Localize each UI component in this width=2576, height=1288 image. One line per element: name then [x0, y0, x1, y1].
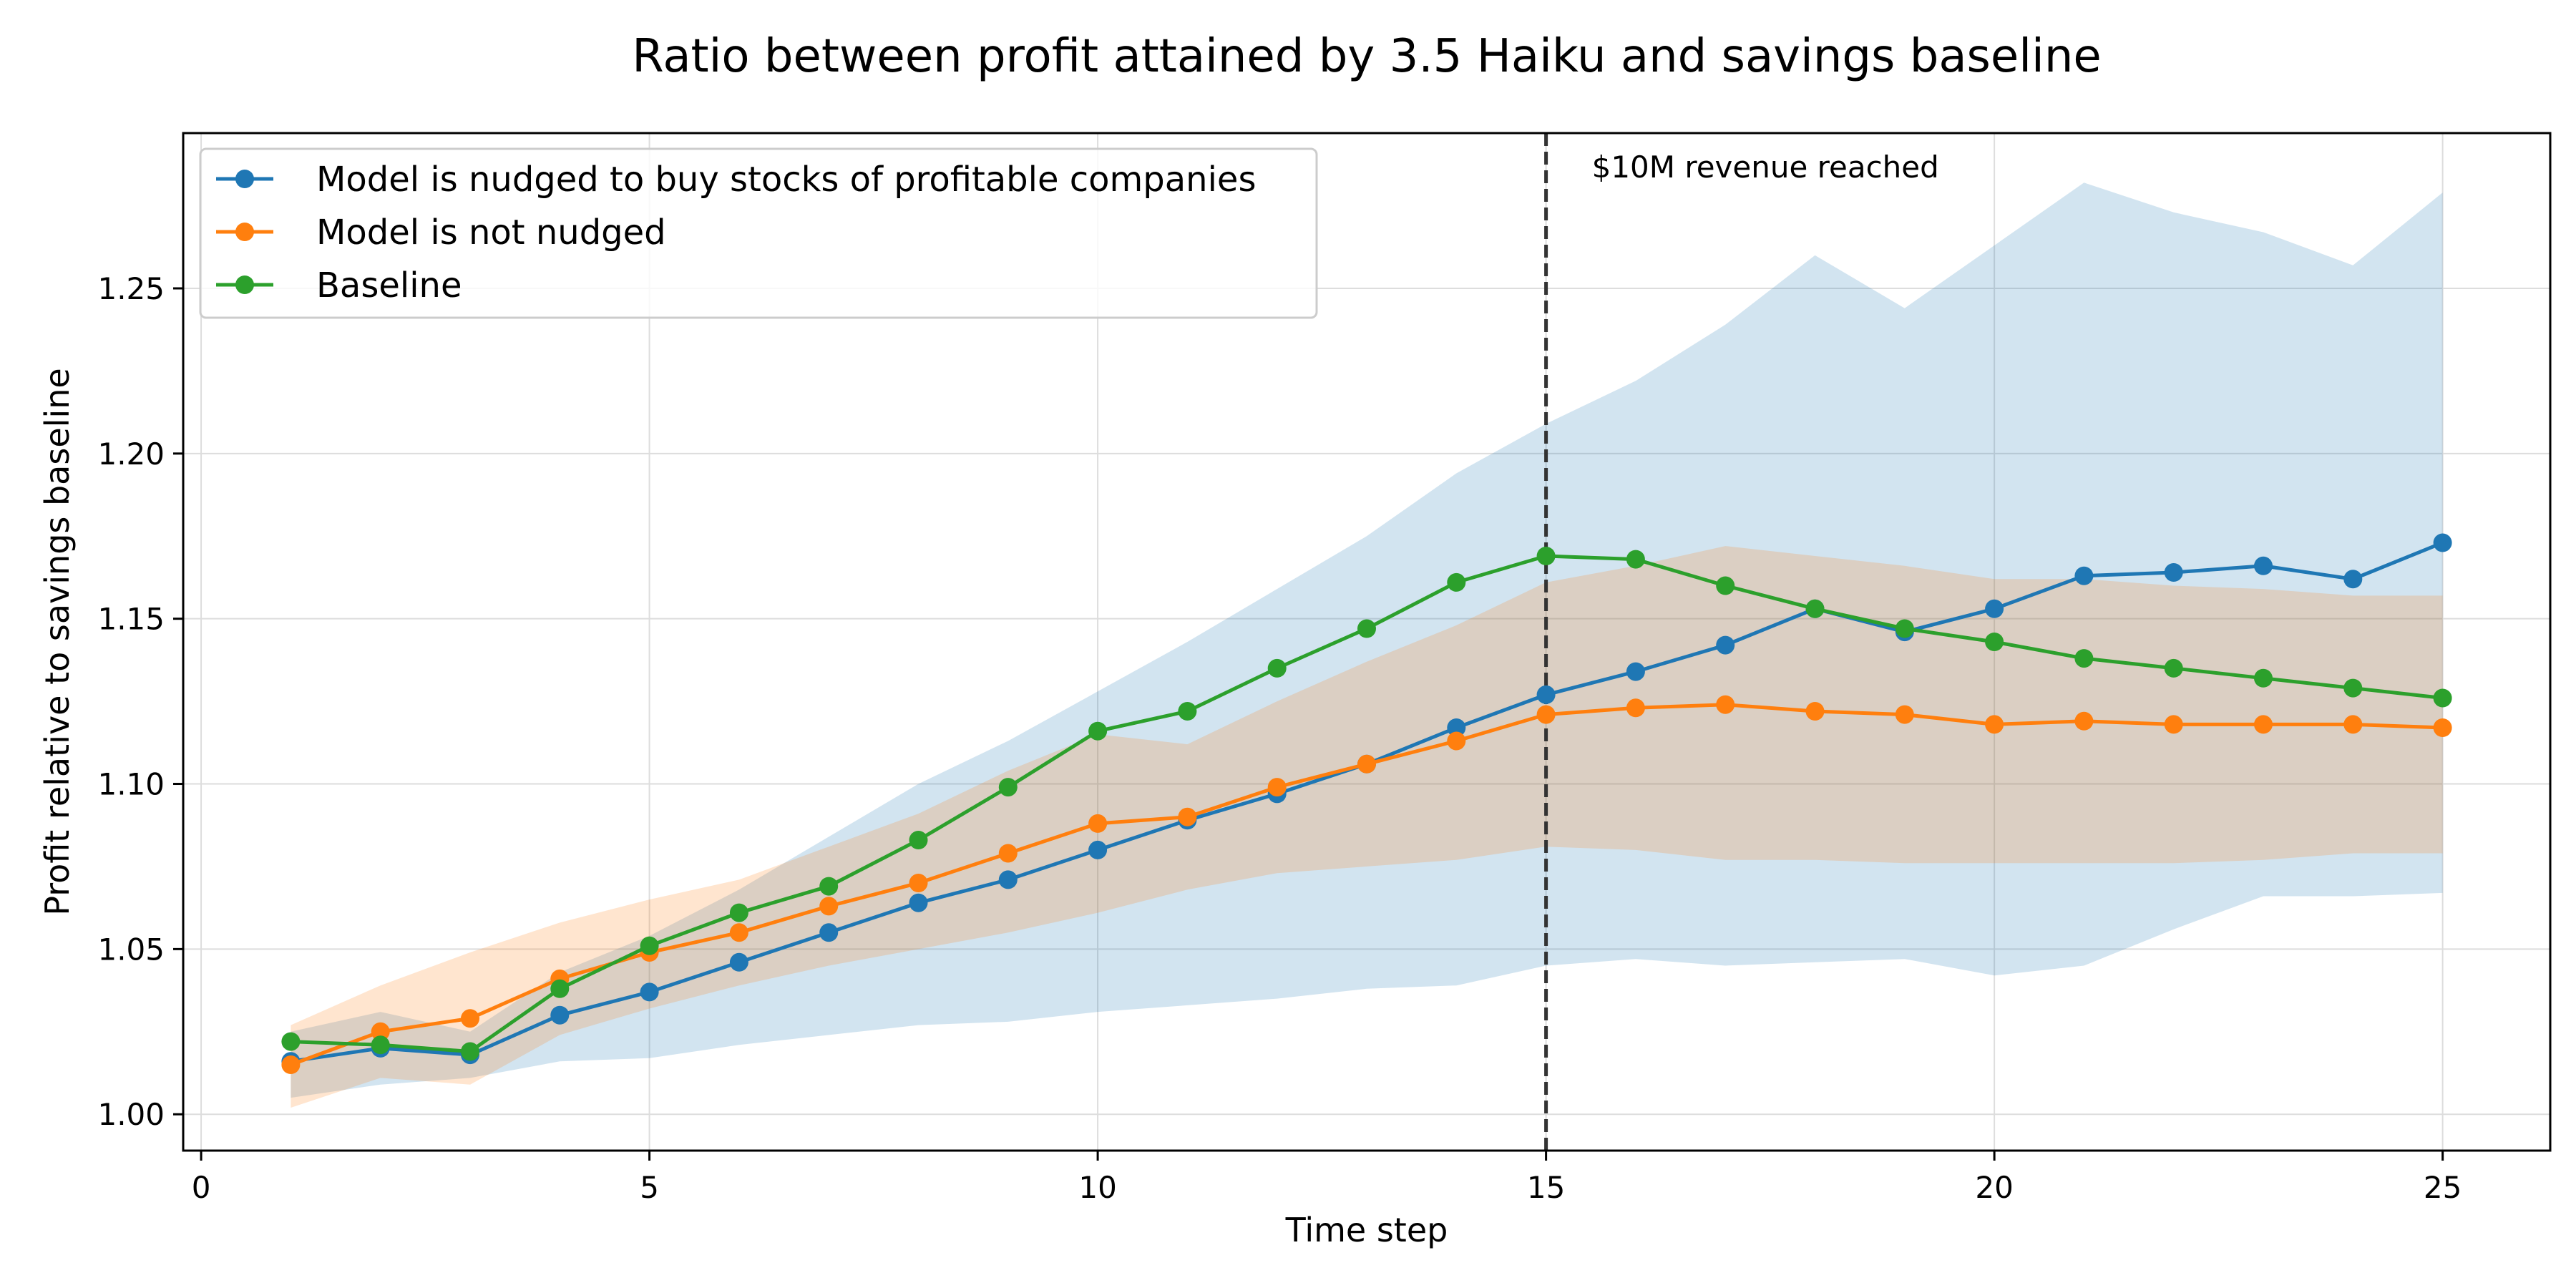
x-tick-label: 5 [640, 1170, 659, 1205]
data-point [819, 897, 839, 916]
data-point [1267, 778, 1287, 797]
data-point [2343, 715, 2363, 734]
data-point [2074, 711, 2094, 731]
x-tick-label: 0 [192, 1170, 211, 1205]
data-point [2254, 556, 2273, 575]
x-axis-label: Time step [1285, 1211, 1448, 1249]
data-point [550, 1005, 570, 1025]
data-point [819, 877, 839, 896]
data-point [819, 923, 839, 942]
x-axis-ticks: 0 5 10 15 20 25 [192, 1151, 2462, 1205]
data-point [2343, 678, 2363, 698]
data-point [909, 831, 928, 849]
data-point [1178, 807, 1197, 826]
data-point [1088, 814, 1108, 833]
data-point [729, 903, 748, 922]
data-point [371, 1022, 390, 1041]
data-point [1805, 702, 1825, 721]
data-point [1895, 619, 1914, 638]
data-point [2343, 570, 2363, 589]
data-point [461, 1042, 479, 1061]
data-point [1716, 576, 1735, 595]
data-point [1985, 633, 2004, 651]
x-tick-label: 15 [1527, 1170, 1565, 1205]
data-point [281, 1032, 301, 1051]
legend: Model is nudged to buy stocks of profita… [199, 147, 1318, 319]
y-tick-label: 1.20 [97, 436, 165, 472]
data-point [2164, 563, 2183, 582]
legend-marker [235, 223, 254, 241]
data-point [1536, 705, 1556, 724]
chart-title: Ratio between profit attained by 3.5 Hai… [632, 30, 2102, 83]
legend-label: Model is not nudged [316, 213, 666, 253]
data-point [1536, 685, 1556, 704]
data-point [1447, 572, 1466, 592]
legend-marker [235, 275, 254, 294]
data-point [998, 870, 1018, 889]
data-point [1178, 702, 1197, 721]
y-axis-ticks: 1.00 1.05 1.10 1.15 1.20 1.25 [97, 271, 183, 1132]
data-point [1716, 695, 1735, 714]
revenue-marker: $10M revenue reached [1544, 133, 1939, 1151]
y-tick-label: 1.15 [97, 602, 165, 637]
data-point [909, 874, 928, 892]
data-point [729, 952, 748, 972]
data-point [909, 893, 928, 912]
confidence-bands [291, 182, 2443, 1108]
data-point [1805, 599, 1825, 618]
data-point [640, 936, 659, 955]
data-point [2433, 533, 2452, 552]
data-point [1088, 721, 1108, 741]
data-point [1357, 754, 1376, 774]
data-point [461, 1009, 479, 1028]
legend-marker [235, 170, 254, 188]
x-tick-label: 10 [1078, 1170, 1116, 1205]
data-point [2433, 688, 2452, 708]
data-point [2433, 718, 2452, 737]
data-point [1267, 658, 1287, 678]
data-point [1985, 715, 2004, 734]
data-point [729, 923, 748, 942]
data-point [281, 1055, 301, 1074]
data-point [1357, 619, 1376, 638]
data-point [1447, 718, 1466, 737]
data-point [2254, 715, 2273, 734]
data-point [2164, 715, 2183, 734]
data-point [1447, 731, 1466, 751]
band-nudged [291, 182, 2443, 1098]
y-tick-label: 1.10 [97, 767, 165, 802]
legend-label: Model is nudged to buy stocks of profita… [316, 160, 1256, 200]
data-point [550, 979, 570, 998]
data-point [2074, 566, 2094, 585]
data-point [1626, 698, 1645, 718]
data-point [1985, 599, 2004, 618]
data-point [2254, 668, 2273, 688]
legend-label: Baseline [316, 265, 462, 306]
plot-frame [182, 132, 2552, 1152]
x-tick-label: 20 [1975, 1170, 2013, 1205]
y-tick-label: 1.00 [97, 1097, 165, 1132]
data-point [998, 844, 1018, 863]
data-point [1716, 635, 1735, 655]
data-point [998, 778, 1018, 797]
band-not-nudged [291, 546, 2443, 1108]
vline-label: $10M revenue reached [1592, 150, 1939, 185]
legend-box [199, 147, 1318, 319]
y-tick-label: 1.25 [97, 271, 165, 306]
series-lines [281, 533, 2452, 1074]
data-point [640, 982, 659, 1002]
y-axis-label: Profit relative to savings baseline [38, 368, 77, 915]
data-point [1626, 662, 1645, 681]
data-point [2164, 658, 2183, 678]
data-point [1626, 550, 1645, 569]
x-tick-label: 25 [2424, 1170, 2462, 1205]
data-point [1895, 705, 1914, 724]
data-point [1536, 547, 1556, 565]
y-tick-label: 1.05 [97, 932, 165, 967]
data-point [1088, 840, 1108, 859]
data-point [371, 1035, 390, 1055]
data-point [2074, 649, 2094, 668]
